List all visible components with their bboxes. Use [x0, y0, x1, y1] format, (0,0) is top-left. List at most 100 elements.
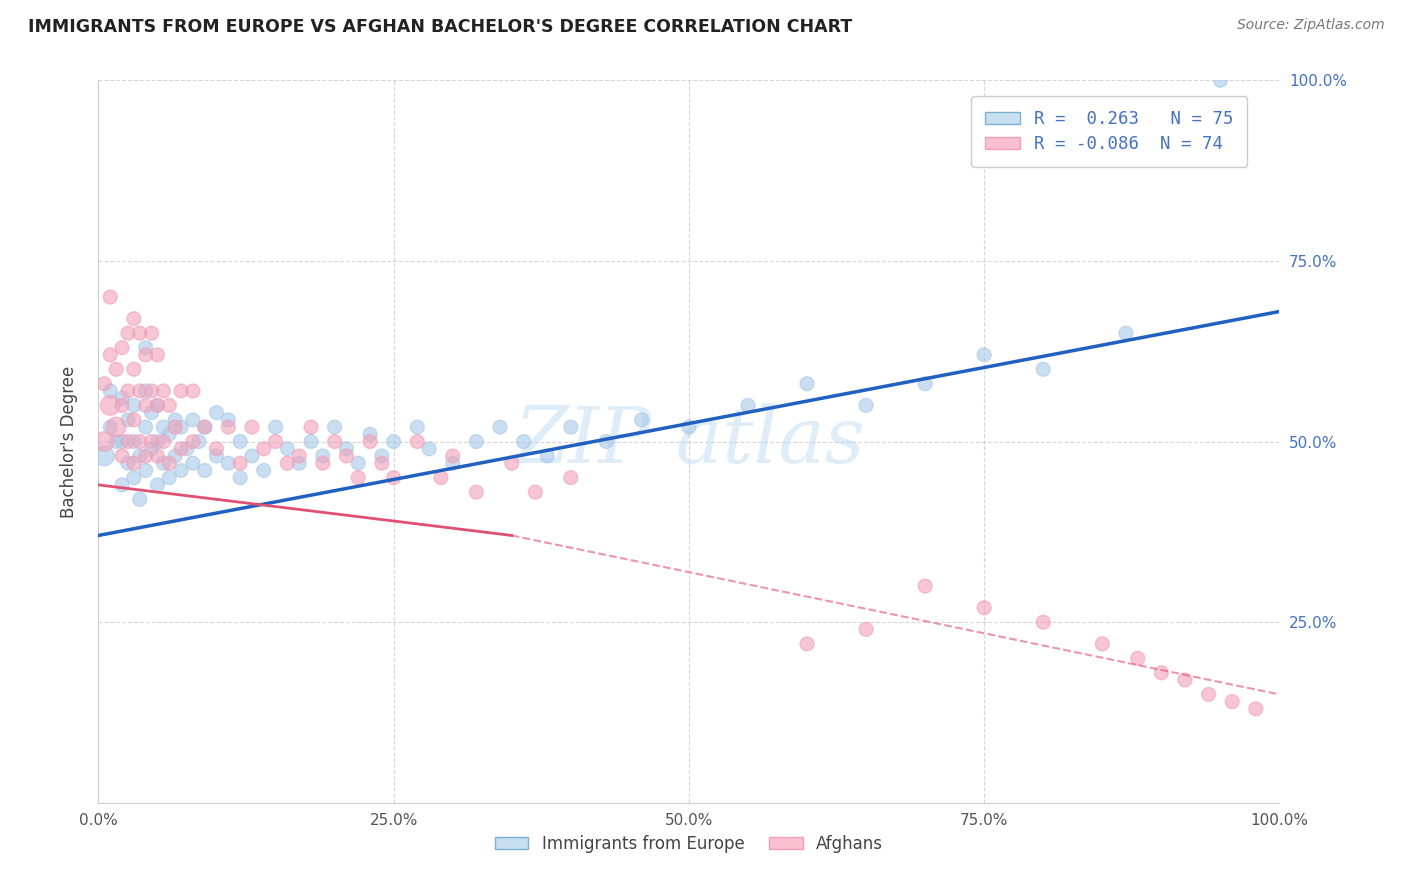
Point [1115, 326, 1137, 340]
Point [465, 485, 488, 500]
Point [157, 456, 180, 470]
Point [135, 348, 157, 362]
Point [157, 470, 180, 484]
Point [229, 434, 252, 449]
Point [914, 376, 936, 391]
Point [441, 456, 464, 470]
Point [205, 406, 228, 420]
Point [489, 420, 512, 434]
Point [217, 413, 239, 427]
Point [323, 434, 346, 449]
Point [796, 376, 818, 391]
Point [512, 434, 534, 449]
Point [146, 449, 169, 463]
Point [135, 398, 157, 412]
Point [146, 348, 169, 362]
Point [229, 456, 252, 470]
Point [93, 376, 115, 391]
Point [170, 463, 193, 477]
Point [111, 478, 134, 492]
Point [128, 449, 150, 463]
Point [217, 420, 239, 434]
Point [152, 384, 174, 398]
Point [93, 434, 115, 449]
Point [152, 434, 174, 449]
Point [264, 434, 287, 449]
Point [176, 442, 198, 456]
Point [359, 434, 381, 449]
Point [560, 470, 582, 484]
Point [1220, 695, 1243, 709]
Point [630, 413, 652, 427]
Point [181, 434, 204, 449]
Point [240, 420, 263, 434]
Point [371, 456, 394, 470]
Point [217, 456, 239, 470]
Point [152, 420, 174, 434]
Point [382, 434, 405, 449]
Point [737, 398, 759, 412]
Point [141, 384, 163, 398]
Point [335, 449, 357, 463]
Point [299, 420, 322, 434]
Point [1032, 362, 1054, 376]
Point [359, 427, 381, 442]
Point [93, 449, 115, 463]
Point [122, 413, 145, 427]
Point [253, 463, 276, 477]
Point [973, 600, 995, 615]
Point [240, 449, 263, 463]
Point [105, 362, 128, 376]
Point [536, 449, 558, 463]
Point [1209, 73, 1232, 87]
Point [796, 637, 818, 651]
Point [117, 384, 139, 398]
Point [135, 341, 157, 355]
Point [122, 434, 145, 449]
Point [141, 326, 163, 340]
Point [194, 420, 217, 434]
Point [1091, 637, 1114, 651]
Text: ZIP atlas: ZIP atlas [513, 403, 865, 480]
Point [194, 420, 217, 434]
Point [141, 406, 163, 420]
Point [1150, 665, 1173, 680]
Point [253, 442, 276, 456]
Point [105, 420, 128, 434]
Point [299, 434, 322, 449]
Point [152, 456, 174, 470]
Point [194, 463, 217, 477]
Point [105, 434, 128, 449]
Point [165, 413, 187, 427]
Point [122, 456, 145, 470]
Point [141, 434, 163, 449]
Point [135, 463, 157, 477]
Point [135, 384, 157, 398]
Point [122, 398, 145, 412]
Point [1244, 702, 1267, 716]
Point [1198, 687, 1220, 701]
Point [98, 398, 121, 412]
Point [128, 434, 150, 449]
Point [288, 449, 311, 463]
Point [347, 456, 370, 470]
Point [170, 420, 193, 434]
Point [406, 434, 429, 449]
Point [111, 391, 134, 405]
Point [465, 434, 488, 449]
Point [524, 485, 547, 500]
Text: IMMIGRANTS FROM EUROPE VS AFGHAN BACHELOR'S DEGREE CORRELATION CHART: IMMIGRANTS FROM EUROPE VS AFGHAN BACHELO… [28, 18, 852, 36]
Point [146, 434, 169, 449]
Point [146, 398, 169, 412]
Point [157, 427, 180, 442]
Point [276, 442, 298, 456]
Point [323, 420, 346, 434]
Point [117, 456, 139, 470]
Point [170, 384, 193, 398]
Point [117, 434, 139, 449]
Point [98, 384, 121, 398]
Point [135, 449, 157, 463]
Point [128, 326, 150, 340]
Point [276, 456, 298, 470]
Point [98, 290, 121, 304]
